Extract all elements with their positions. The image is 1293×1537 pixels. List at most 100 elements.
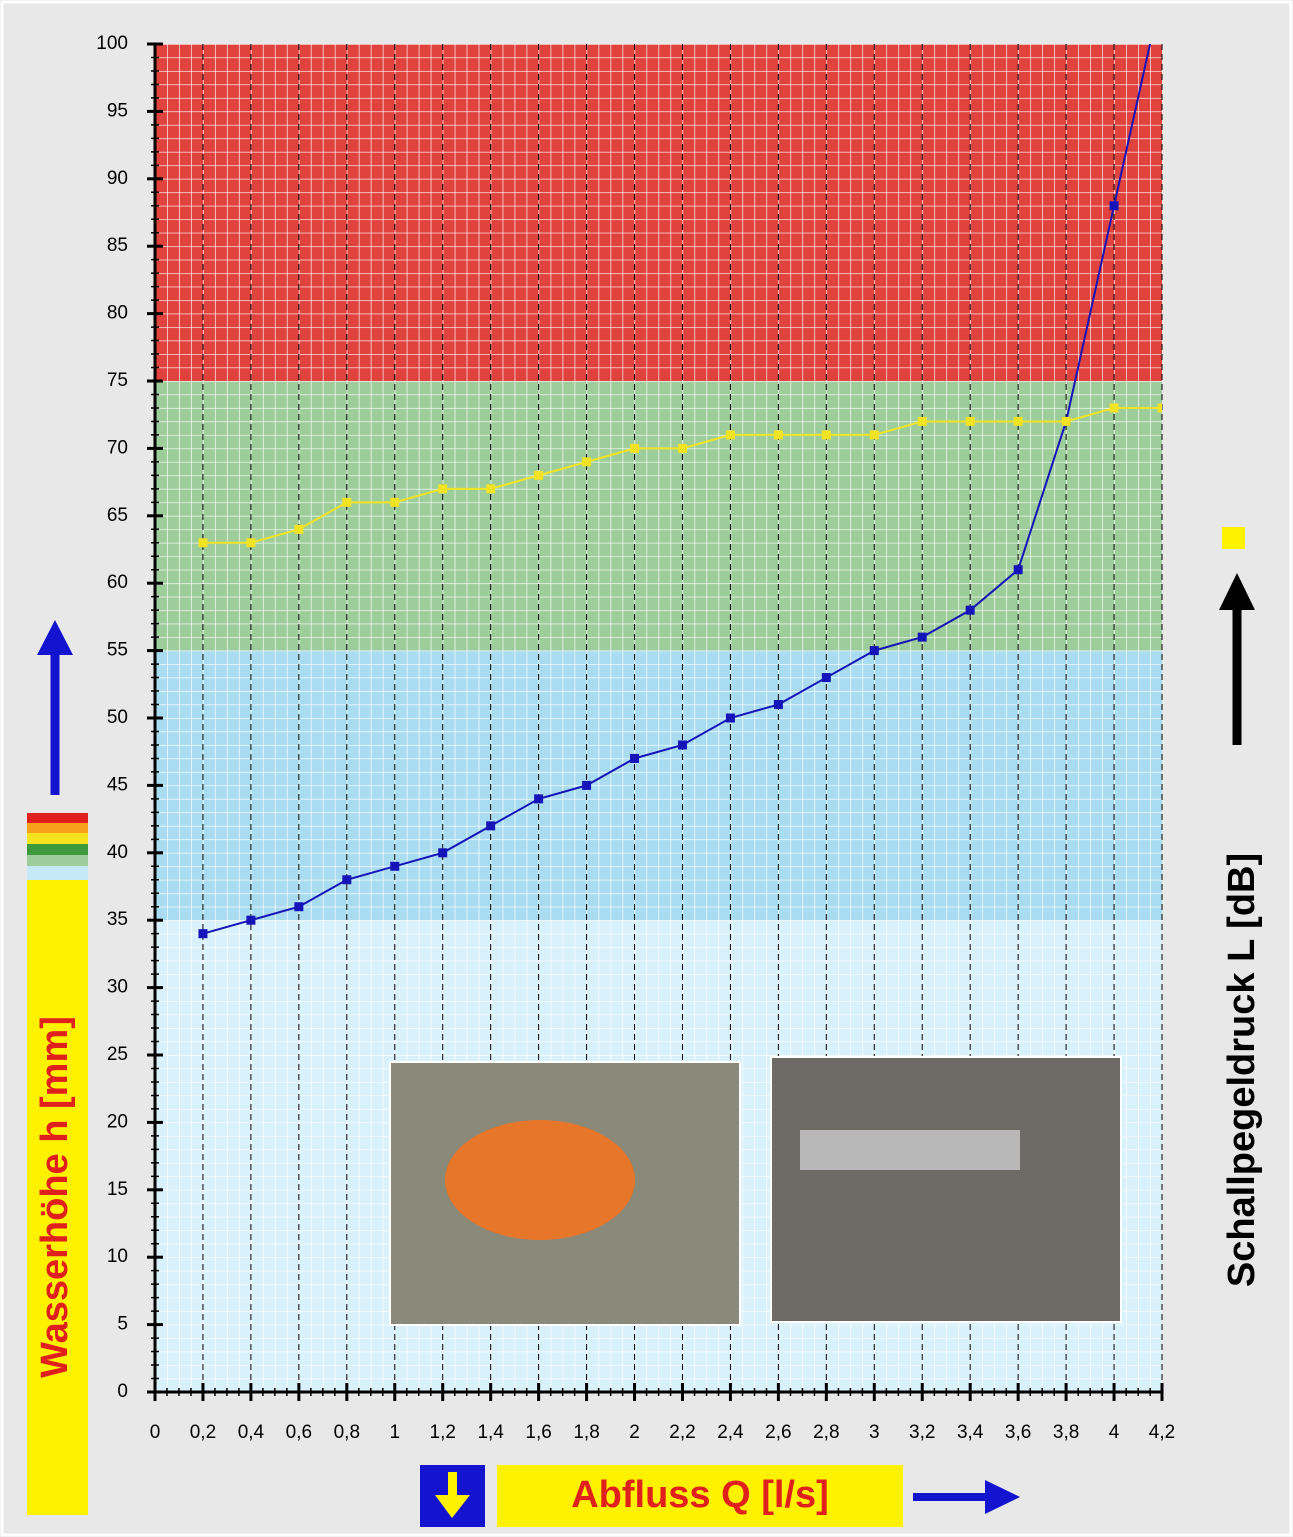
swatch <box>27 855 88 866</box>
x-tick-label: 4 <box>1109 1422 1120 1443</box>
x-tick-label: 1,4 <box>477 1422 504 1443</box>
point <box>917 632 927 642</box>
x-tick-label: 3,8 <box>1053 1422 1079 1443</box>
point <box>821 430 831 440</box>
y-tick-label: 100 <box>96 33 128 54</box>
point <box>1157 403 1162 413</box>
y-tick-label: 60 <box>107 572 128 593</box>
swatch <box>27 823 88 833</box>
arrow-head <box>37 620 73 655</box>
x-tick-label: 2,4 <box>717 1422 744 1443</box>
point <box>773 430 783 440</box>
x-tick-label: 3,6 <box>1005 1422 1031 1443</box>
point <box>1013 565 1023 575</box>
x-tick-label: 0,6 <box>286 1422 312 1443</box>
point <box>198 929 208 939</box>
point <box>725 713 735 723</box>
point <box>1013 416 1023 426</box>
point <box>677 740 687 750</box>
swatch <box>27 844 88 855</box>
point <box>438 484 448 494</box>
x-tick-label: 0,8 <box>334 1422 360 1443</box>
point <box>438 848 448 858</box>
point <box>246 538 256 548</box>
point <box>582 780 592 790</box>
x-tick-label: 0,2 <box>190 1422 216 1443</box>
x-tick-label: 1,6 <box>525 1422 551 1443</box>
y2-axis-label: Schallpegeldruck L [dB] <box>1221 853 1263 1287</box>
x-tick-label: 2,2 <box>669 1422 695 1443</box>
y-tick-label: 35 <box>107 909 128 930</box>
x-tick-label: 3,2 <box>909 1422 935 1443</box>
point <box>630 753 640 763</box>
y-tick-label: 20 <box>107 1111 128 1132</box>
swatch <box>27 813 88 823</box>
y-tick-label: 75 <box>107 370 128 391</box>
point <box>630 443 640 453</box>
point <box>1109 403 1119 413</box>
legend-swatch <box>1222 527 1245 549</box>
point <box>725 430 735 440</box>
point <box>198 538 208 548</box>
arrow-head <box>985 1480 1020 1514</box>
y-tick-label: 30 <box>107 977 128 998</box>
photo-object <box>800 1130 1020 1170</box>
y-tick-label: 55 <box>107 640 128 661</box>
arrow-head <box>1219 573 1255 610</box>
point <box>486 484 496 494</box>
y-tick-label: 85 <box>107 235 128 256</box>
x-tick-label: 3,4 <box>957 1422 984 1443</box>
swatch <box>27 833 88 844</box>
y-tick-label: 5 <box>117 1314 128 1335</box>
arrow <box>448 1472 457 1497</box>
x-tick-label: 3 <box>869 1422 880 1443</box>
point <box>342 497 352 507</box>
y-tick-label: 50 <box>107 707 128 728</box>
swatch <box>27 866 88 880</box>
x-tick-label: 1,8 <box>573 1422 599 1443</box>
x-tick-label: 0,4 <box>238 1422 265 1443</box>
y-tick-label: 15 <box>107 1179 128 1200</box>
point <box>1061 416 1071 426</box>
x-tick-label: 4,2 <box>1149 1422 1175 1443</box>
y-tick-label: 80 <box>107 303 128 324</box>
point <box>246 915 256 925</box>
point <box>869 646 879 656</box>
point <box>965 605 975 615</box>
y-axis-label: Wasserhöhe h [mm] <box>34 1016 76 1378</box>
photo-object <box>445 1120 635 1240</box>
point <box>486 821 496 831</box>
point <box>342 875 352 885</box>
point <box>582 457 592 467</box>
x-tick-label: 0 <box>150 1422 161 1443</box>
x-axis-label: Abfluss Q [l/s] <box>571 1474 829 1516</box>
point <box>294 902 304 912</box>
y-tick-label: 45 <box>107 774 128 795</box>
y-tick-label: 65 <box>107 505 128 526</box>
x-tick-label: 1 <box>389 1422 400 1443</box>
y-tick-label: 10 <box>107 1246 128 1267</box>
y-label-box <box>27 880 88 1515</box>
point <box>773 700 783 710</box>
y-tick-label: 40 <box>107 842 128 863</box>
point <box>821 673 831 683</box>
x-tick-label: 2,8 <box>813 1422 839 1443</box>
x-tick-label: 1,2 <box>430 1422 456 1443</box>
point <box>869 430 879 440</box>
y-tick-label: 0 <box>117 1381 128 1402</box>
point <box>917 416 927 426</box>
point <box>534 794 544 804</box>
point <box>677 443 687 453</box>
x-tick-label: 2,6 <box>765 1422 791 1443</box>
point <box>294 524 304 534</box>
point <box>390 861 400 871</box>
y-tick-label: 70 <box>107 437 128 458</box>
point <box>965 416 975 426</box>
x-tick-label: 2 <box>629 1422 640 1443</box>
point <box>1109 201 1119 211</box>
y-tick-label: 90 <box>107 168 128 189</box>
x-label-box <box>497 1465 903 1527</box>
arrow-head <box>435 1495 470 1518</box>
